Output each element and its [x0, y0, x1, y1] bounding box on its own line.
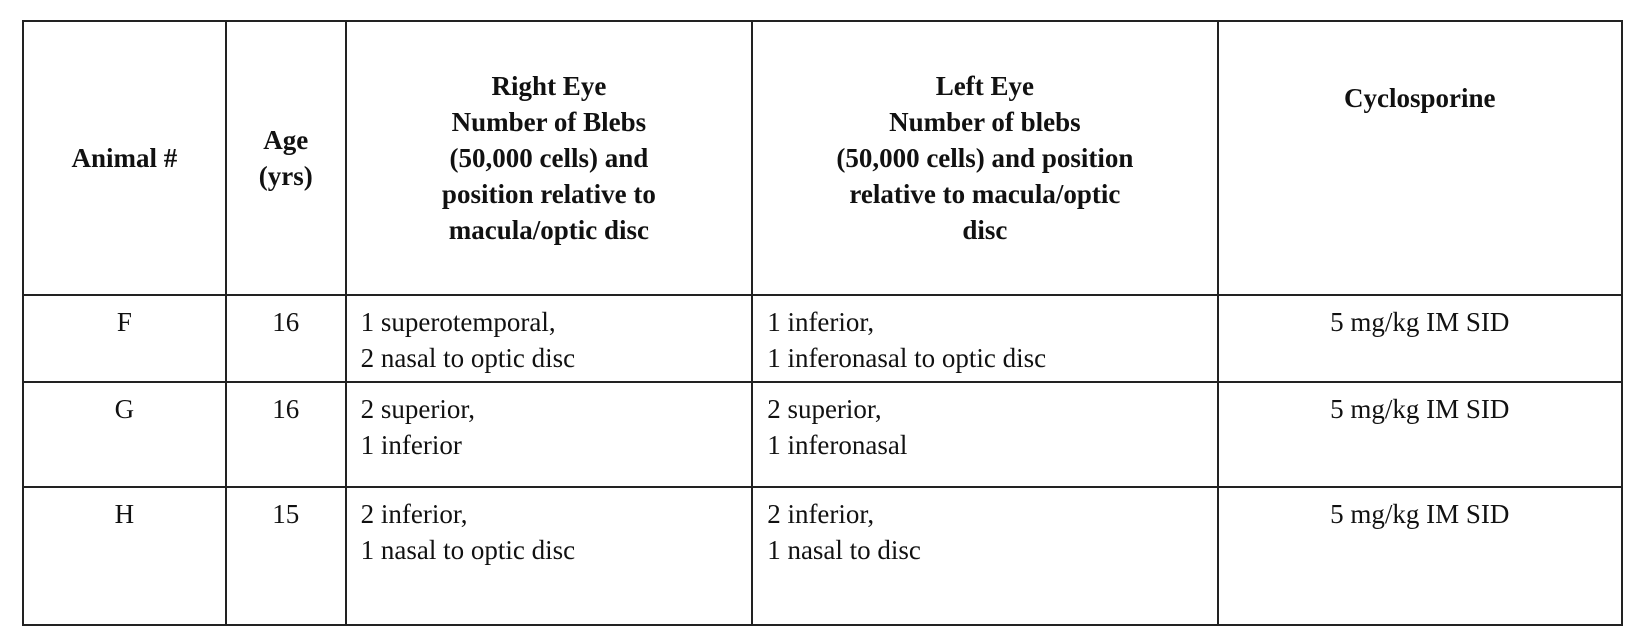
- header-line: Number of Blebs: [355, 104, 744, 140]
- header-line: position relative to: [355, 176, 744, 212]
- cell-left-eye: 1 inferior,1 inferonasal to optic disc: [752, 295, 1217, 382]
- header-line: Animal #: [32, 140, 217, 176]
- cell-line: 2 nasal to optic disc: [361, 340, 738, 376]
- cell-line: 2 inferior,: [361, 496, 738, 532]
- header-line: macula/optic disc: [355, 212, 744, 248]
- header-line: Cyclosporine: [1227, 80, 1614, 116]
- cell-left-eye: 2 inferior,1 nasal to disc: [752, 487, 1217, 625]
- cell-left-eye: 2 superior,1 inferonasal: [752, 382, 1217, 487]
- header-line: Right Eye: [355, 68, 744, 104]
- header-cyclosporine: Cyclosporine: [1218, 21, 1623, 295]
- header-line: (yrs): [235, 158, 337, 194]
- cell-line: 1 superotemporal,: [361, 304, 738, 340]
- cell-line: 1 inferior: [361, 427, 738, 463]
- table-row: G 16 2 superior,1 inferior 2 superior,1 …: [23, 382, 1622, 487]
- header-line: Number of blebs: [761, 104, 1208, 140]
- cell-line: 2 superior,: [767, 391, 1202, 427]
- header-row: Animal # Age (yrs) Right Eye Number of B…: [23, 21, 1622, 295]
- cell-animal: F: [23, 295, 226, 382]
- cell-line: 2 inferior,: [767, 496, 1202, 532]
- header-line: Age: [235, 122, 337, 158]
- header-animal: Animal #: [23, 21, 226, 295]
- cell-age: 16: [226, 382, 346, 487]
- header-right-eye: Right Eye Number of Blebs (50,000 cells)…: [346, 21, 753, 295]
- blebs-table: Animal # Age (yrs) Right Eye Number of B…: [22, 20, 1623, 626]
- header-line: (50,000 cells) and position: [761, 140, 1208, 176]
- cell-right-eye: 2 inferior,1 nasal to optic disc: [346, 487, 753, 625]
- table-row: F 16 1 superotemporal,2 nasal to optic d…: [23, 295, 1622, 382]
- cell-age: 15: [226, 487, 346, 625]
- table-row: H 15 2 inferior,1 nasal to optic disc 2 …: [23, 487, 1622, 625]
- header-line: Left Eye: [761, 68, 1208, 104]
- cell-cyclosporine: 5 mg/kg IM SID: [1218, 382, 1623, 487]
- header-line: disc: [761, 212, 1208, 248]
- cell-cyclosporine: 5 mg/kg IM SID: [1218, 295, 1623, 382]
- header-age: Age (yrs): [226, 21, 346, 295]
- cell-age: 16: [226, 295, 346, 382]
- cell-line: 1 inferior,: [767, 304, 1202, 340]
- cell-line: 1 nasal to optic disc: [361, 532, 738, 568]
- header-left-eye: Left Eye Number of blebs (50,000 cells) …: [752, 21, 1217, 295]
- header-line: (50,000 cells) and: [355, 140, 744, 176]
- cell-line: 1 inferonasal to optic disc: [767, 340, 1202, 376]
- cell-animal: H: [23, 487, 226, 625]
- cell-line: 1 nasal to disc: [767, 532, 1202, 568]
- cell-line: 1 inferonasal: [767, 427, 1202, 463]
- cell-right-eye: 2 superior,1 inferior: [346, 382, 753, 487]
- cell-right-eye: 1 superotemporal,2 nasal to optic disc: [346, 295, 753, 382]
- cell-cyclosporine: 5 mg/kg IM SID: [1218, 487, 1623, 625]
- cell-animal: G: [23, 382, 226, 487]
- header-line: relative to macula/optic: [761, 176, 1208, 212]
- cell-line: 2 superior,: [361, 391, 738, 427]
